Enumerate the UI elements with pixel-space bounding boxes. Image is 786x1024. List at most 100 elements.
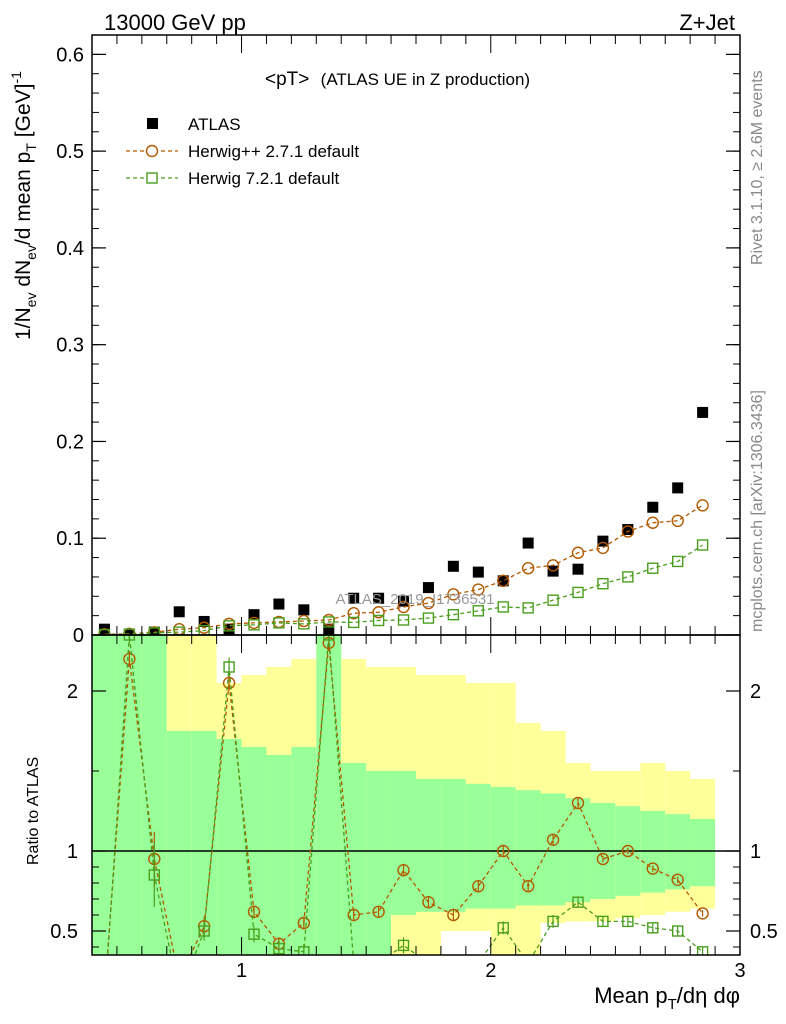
herwigpp-point — [596, 541, 610, 555]
ratio-point-herwig7 — [547, 915, 559, 928]
main-y-axis-label: 1/Nev dNev/d mean pT [GeV]-1 — [8, 71, 39, 340]
ratio-point-herwig7 — [148, 869, 161, 881]
herwigpp-point — [696, 499, 709, 512]
herwigpp-point — [422, 596, 435, 610]
ratio-point-herwig7 — [597, 915, 609, 928]
herwigpp-point — [347, 607, 360, 620]
ratio-y-tick-label-right: 0.5 — [750, 921, 778, 943]
ratio-point-herwigpp — [422, 896, 435, 909]
ratio-point-herwigpp — [222, 676, 236, 690]
atlas-data-point — [447, 560, 459, 572]
ratio-point-herwig7 — [273, 942, 285, 955]
ratio-point-herwig7 — [123, 635, 136, 641]
green-band-bin — [341, 763, 367, 955]
atlas-data-point — [647, 501, 659, 513]
herwig7-point — [372, 614, 385, 627]
ratio-point-herwigpp — [397, 864, 410, 877]
green-band-bin — [166, 731, 192, 955]
atlas-data-point — [273, 598, 285, 610]
green-band-bin — [266, 755, 292, 955]
legend-atlas-marker — [147, 118, 158, 129]
herwigpp-point — [497, 574, 510, 588]
ratio-point-herwig7 — [99, 998, 109, 1008]
legend-herwig7-marker — [146, 172, 158, 184]
herwigpp-point — [621, 525, 635, 538]
ratio-point-herwigpp — [174, 974, 185, 985]
herwig7-point — [647, 562, 659, 574]
ratio-point-herwig7 — [198, 925, 210, 937]
green-band-bin — [366, 771, 392, 955]
herwig7-point — [123, 628, 136, 635]
ratio-point-herwigpp — [521, 880, 535, 893]
ratio-point-herwigpp — [447, 908, 460, 922]
atlas-data-point — [597, 535, 609, 547]
ratio-x-tick-label: 3 — [734, 960, 745, 982]
x-axis-label: Mean pT/dη dφ — [594, 983, 740, 1013]
herwigpp-point — [372, 606, 385, 619]
ratio-point-herwigpp — [497, 844, 510, 858]
main-y-tick-label: 0.6 — [56, 44, 84, 66]
main-y-tick-label: 0.2 — [56, 431, 84, 453]
atlas-data-point — [497, 575, 509, 587]
herwig7-point — [572, 586, 584, 599]
ratio-point-herwig7 — [423, 958, 433, 968]
plot-title: <pT> (ATLAS UE in Z production) — [265, 69, 530, 90]
herwigpp-point — [397, 600, 410, 614]
legend-label: Herwig++ 2.7.1 default — [188, 142, 359, 161]
main-line-herwig7 — [104, 544, 703, 635]
herwig7-point — [472, 605, 485, 617]
ratio-point-herwigpp — [297, 916, 311, 930]
atlas-data-point — [198, 615, 210, 627]
atlas-data-point — [298, 604, 310, 616]
green-band-bin — [690, 819, 716, 887]
atlas-data-point — [672, 482, 684, 494]
axes-ticks: 00.10.20.30.40.50.61 2 30.5 0.51 12 2 — [50, 34, 778, 982]
herwig7-point — [298, 618, 310, 630]
ratio-point-herwigpp — [347, 908, 360, 922]
atlas-data-point — [422, 582, 434, 594]
atlas-data-point — [323, 623, 335, 635]
green-band-bin — [391, 771, 416, 915]
ratio-point-herwig7 — [696, 946, 709, 955]
ratio-point-herwig7 — [671, 925, 684, 937]
herwig7-point — [397, 614, 410, 626]
legend: ATLAS Herwig++ 2.7.1 default Herwig 7.2.1 … — [126, 115, 359, 188]
herwigpp-point — [546, 559, 560, 572]
green-band-bin — [416, 779, 441, 912]
herwig7-point — [223, 620, 235, 632]
atlas-data-point — [697, 406, 709, 418]
atlas-data-point — [522, 537, 534, 549]
ratio-y-axis-label: Ratio to ATLAS — [25, 757, 42, 865]
atlas-data-point — [173, 606, 185, 618]
green-band-bin — [316, 635, 342, 955]
herwigpp-point — [472, 583, 485, 596]
herwigpp-point — [521, 562, 535, 575]
ratio-x-tick-label: 2 — [485, 960, 496, 982]
herwig7-point — [447, 608, 460, 621]
plot-title-main: <pT> — [265, 69, 309, 90]
ratio-point-herwig7 — [473, 958, 483, 968]
ratio-point-herwig7 — [647, 922, 659, 934]
green-band-bin — [440, 779, 466, 912]
ratio-point-herwig7 — [223, 661, 235, 673]
atlas-data-point — [248, 609, 260, 621]
analysis-watermark: ATLAS_2019_I1736531 — [335, 591, 494, 608]
herwig7-point — [597, 578, 609, 590]
green-band-bin — [640, 811, 666, 893]
main-y-tick-label: 0.5 — [56, 141, 84, 163]
ratio-uncertainty-bands — [92, 635, 740, 955]
ratio-point-herwig7 — [622, 915, 634, 928]
herwig7-point — [696, 539, 709, 551]
herwigpp-point — [646, 516, 659, 529]
ratio-point-herwig7 — [174, 990, 184, 1000]
ratio-y-tick-label: 0.5 — [50, 921, 78, 943]
herwig7-point — [497, 601, 509, 613]
header-right-label: Z+Jet — [679, 10, 735, 35]
ratio-point-herwigpp — [696, 907, 709, 920]
herwig7-point — [422, 612, 435, 624]
green-band-bin — [565, 798, 591, 903]
main-y-tick-label: 0.1 — [56, 528, 84, 550]
herwigpp-point — [671, 514, 684, 528]
ratio-point-herwig7 — [298, 946, 310, 955]
